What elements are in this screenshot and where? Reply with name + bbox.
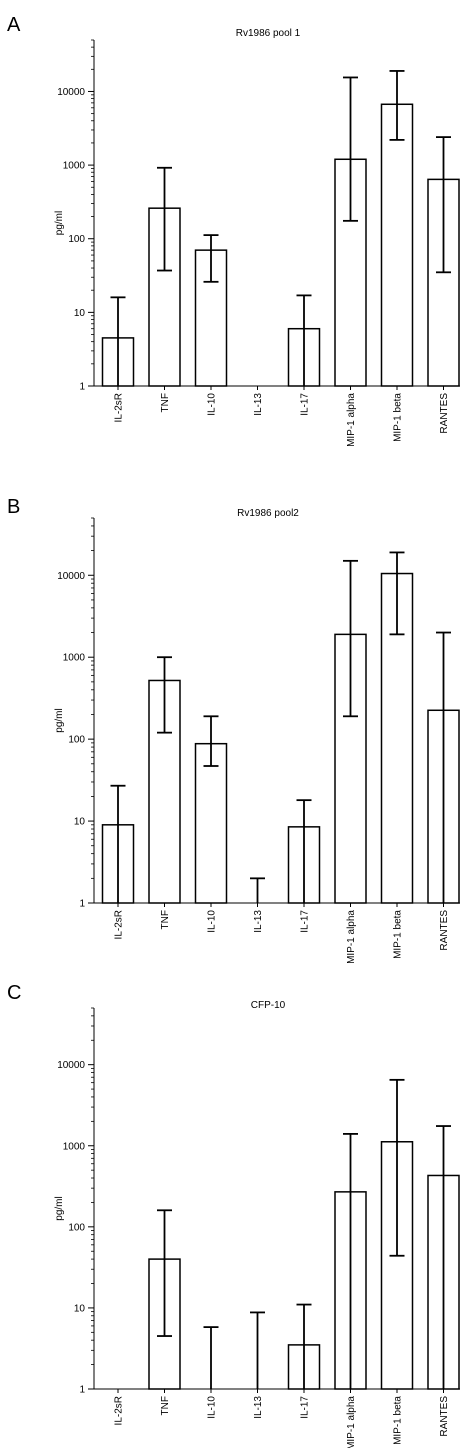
- chart-a: Rv1986 pool 1 1 10 100 1000 10000 pg/ml IL-2sR T…: [54, 28, 460, 447]
- x-tick-label: IL-13: [253, 1396, 264, 1419]
- y-tick-label: 10: [74, 817, 86, 828]
- y-axis-label: pg/ml: [54, 1196, 65, 1220]
- x-tick-label: TNF: [160, 910, 171, 929]
- x-tick-label: IL-17: [300, 1396, 311, 1419]
- y-tick-label: 1000: [63, 653, 86, 664]
- x-tick-label: MIP-1 beta: [393, 393, 404, 442]
- y-tick-label: 10000: [57, 571, 85, 582]
- x-tick-label: IL-2sR: [114, 393, 125, 422]
- y-tick-label: 1000: [63, 1141, 86, 1152]
- x-tick-label: IL-17: [300, 910, 311, 933]
- x-tick-label: IL-10: [207, 910, 218, 933]
- y-tick-label: 10: [74, 308, 86, 319]
- y-tick-label: 100: [68, 234, 85, 245]
- x-tick-label: RANTES: [439, 1396, 450, 1437]
- y-tick-label: 1: [79, 899, 85, 910]
- chart-title: CFP-10: [251, 1000, 286, 1011]
- y-axis-label: pg/ml: [54, 211, 65, 235]
- chart-title: Rv1986 pool2: [237, 508, 299, 519]
- panel-c: C CFP-10 1 10 100 1000 10000 pg/ml IL-2sR TNF IL-…: [0, 966, 474, 1448]
- chart-c: CFP-10 1 10 100 1000 10000 pg/ml IL-2sR TNF IL-10…: [54, 1000, 460, 1448]
- x-tick-label: RANTES: [439, 393, 450, 434]
- x-tick-label: IL-10: [207, 393, 218, 416]
- x-tick-label: MIP-1 alpha: [346, 1396, 357, 1448]
- y-tick-label: 10: [74, 1303, 86, 1314]
- panel-a-label: A: [7, 14, 21, 36]
- panel-b: B Rv1986 pool2 1 10 100 1000 10000 pg/ml IL-2sR…: [0, 480, 474, 966]
- y-tick-label: 1: [79, 382, 85, 393]
- chart-title: Rv1986 pool 1: [236, 28, 301, 39]
- x-tick-label: IL-2sR: [114, 910, 125, 939]
- x-tick-label: MIP-1 alpha: [346, 910, 357, 964]
- x-tick-label: RANTES: [439, 910, 450, 951]
- x-tick-label: TNF: [160, 393, 171, 412]
- x-tick-label: MIP-1 alpha: [346, 393, 357, 447]
- x-tick-label: MIP-1 beta: [393, 1396, 404, 1445]
- y-tick-label: 100: [68, 1222, 85, 1233]
- y-axis-label: pg/ml: [54, 708, 65, 732]
- y-tick-label: 100: [68, 735, 85, 746]
- chart-b: Rv1986 pool2 1 10 100 1000 10000 pg/ml IL-2sR TN…: [54, 508, 460, 964]
- panel-c-label: C: [7, 982, 22, 1004]
- x-tick-label: TNF: [160, 1396, 171, 1415]
- y-tick-label: 10000: [57, 87, 85, 98]
- x-tick-label: IL-13: [253, 393, 264, 416]
- panel-b-label: B: [7, 496, 21, 518]
- bar: [380, 103, 414, 387]
- x-tick-label: IL-2sR: [114, 1396, 125, 1425]
- x-tick-label: IL-10: [207, 1396, 218, 1419]
- y-tick-label: 1: [79, 1385, 85, 1396]
- y-tick-label: 10000: [57, 1060, 85, 1071]
- x-tick-label: IL-13: [253, 910, 264, 933]
- bar: [194, 742, 228, 904]
- x-tick-label: IL-17: [300, 393, 311, 416]
- y-tick-label: 1000: [63, 161, 86, 172]
- x-tick-label: MIP-1 beta: [393, 910, 404, 959]
- panel-a: A Rv1986 pool 1 1 10 100 1000 10000 pg/ml IL-2s…: [0, 0, 474, 480]
